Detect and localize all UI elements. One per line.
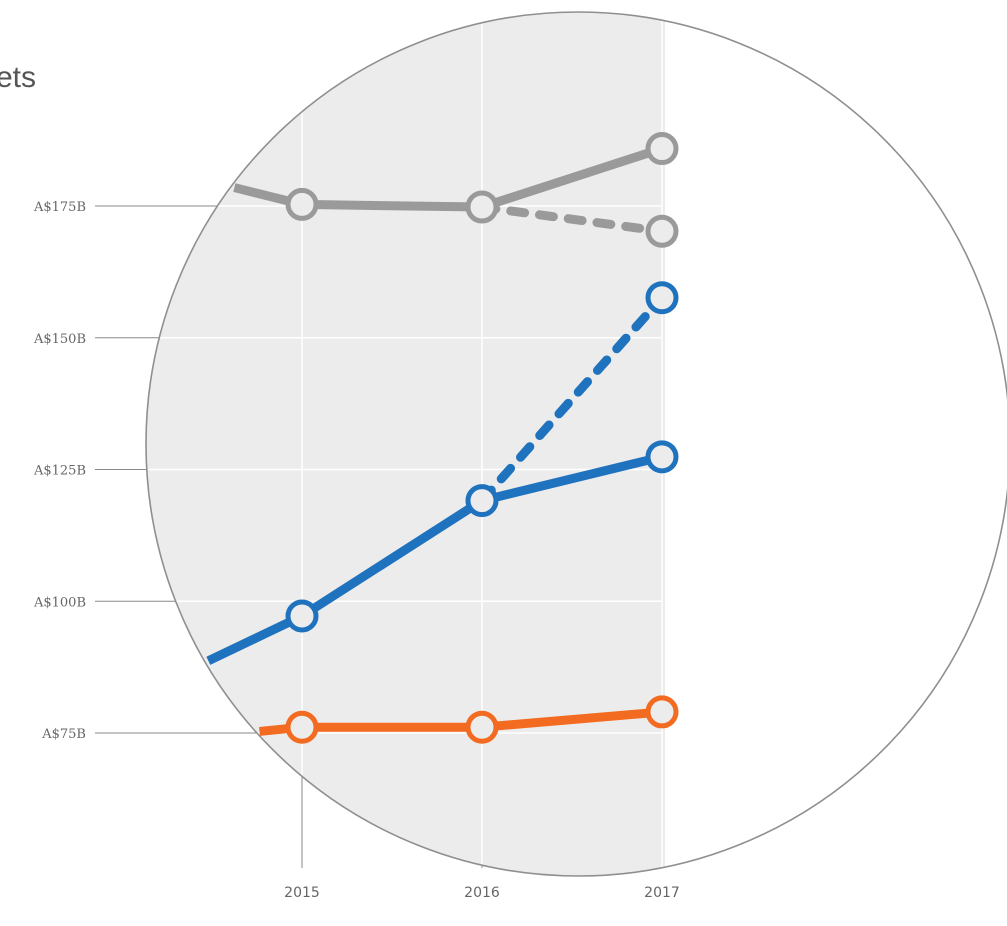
series-0-point-1	[465, 190, 499, 224]
y-tick-label: A$150B	[33, 332, 86, 347]
series-layer	[206, 132, 679, 744]
series-1-line	[477, 202, 667, 236]
series-2-point-2	[645, 440, 679, 474]
chart-title: ets	[0, 61, 36, 94]
series-3-line	[477, 293, 667, 506]
series-0-point-0	[285, 187, 319, 221]
series-2-point-0	[285, 599, 319, 633]
highlight-circle-outline	[145, 11, 1007, 877]
series-3-point-1	[645, 281, 679, 315]
x-axis: 2015 2016 2017	[284, 776, 680, 901]
series-2-lead-in	[206, 611, 304, 665]
series-1-point-1	[645, 214, 679, 248]
x-tick-label: 2017	[644, 885, 680, 901]
series-4-point-1	[465, 710, 499, 744]
series-2-point-1	[465, 484, 499, 518]
y-axis: A$75B A$100B A$125B A$150B A$175B	[33, 200, 257, 742]
series-4-point-0	[285, 710, 319, 744]
series-0-point-2	[645, 132, 679, 166]
y-tick-label: A$75B	[41, 727, 86, 742]
x-tick-label: 2016	[464, 885, 500, 901]
y-tick-label: A$125B	[33, 464, 86, 479]
y-tick-label: A$100B	[33, 595, 86, 610]
plot-background	[146, 12, 665, 876]
series-4-point-2	[645, 695, 679, 729]
x-tick-label: 2015	[284, 885, 320, 901]
y-tick-label: A$175B	[33, 200, 86, 215]
